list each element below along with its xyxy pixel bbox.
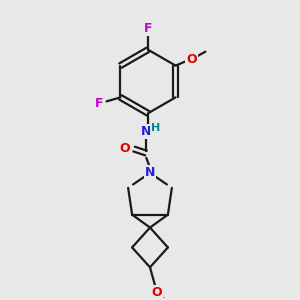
Text: O: O [120,142,130,154]
Text: O: O [186,53,197,66]
Text: H: H [151,123,160,133]
Text: F: F [95,97,104,110]
Text: F: F [144,22,152,35]
Text: N: N [145,167,155,179]
Text: N: N [141,125,151,138]
Text: O: O [152,286,162,299]
